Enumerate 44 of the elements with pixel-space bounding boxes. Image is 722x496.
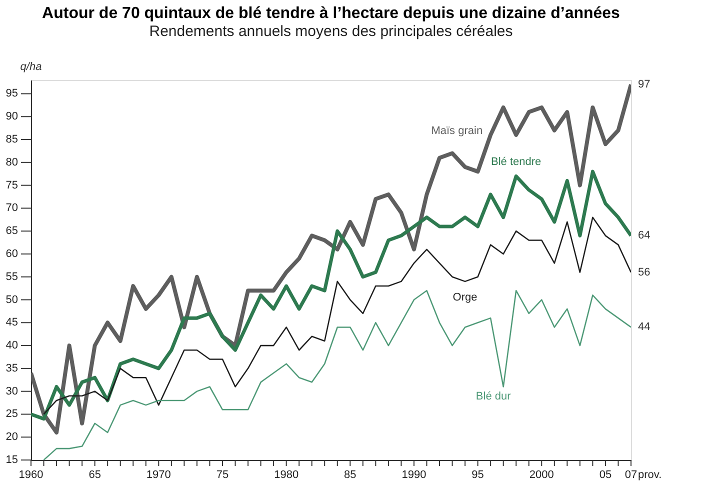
x-tick-label: 95	[472, 469, 484, 481]
x-tick-label: 1980	[274, 469, 299, 481]
chart-title: Autour de 70 quintaux de blé tendre à l’hectare depuis une dizaine d’années	[42, 5, 620, 22]
line-series	[31, 170, 631, 421]
y-tick-label: 95	[6, 88, 18, 100]
data-label: 44	[638, 321, 650, 334]
y-tick-label: 65	[6, 225, 18, 238]
y-tick-label: 25	[6, 408, 18, 420]
line-series	[43, 290, 631, 460]
y-tick-label: 40	[6, 340, 18, 352]
x-tick-label: 1960	[18, 469, 44, 481]
x-tick-label: 1970	[146, 469, 171, 481]
y-tick-label: 50	[6, 294, 18, 306]
series-label: Blé dur	[476, 390, 512, 403]
y-axis-title: q/ha	[20, 61, 42, 73]
y-tick-label: 15	[6, 454, 18, 466]
y-tick-label: 85	[6, 134, 18, 146]
x-tick-label: 05	[599, 469, 612, 481]
line-series	[43, 216, 631, 415]
y-tick-label: 20	[6, 431, 18, 444]
data-label: 97	[638, 78, 650, 91]
y-tick-label: 80	[6, 156, 18, 168]
x-tick-label: 75	[216, 469, 229, 481]
y-tick-label: 70	[6, 202, 18, 214]
series-label: Orge	[452, 291, 478, 304]
data-label: 56	[638, 266, 650, 278]
x-tick-label: 1990	[402, 469, 426, 481]
y-tick-label: 75	[6, 179, 18, 192]
data-label: 64	[638, 230, 650, 242]
x-tick-label: 2000	[529, 469, 554, 481]
y-tick-label: 30	[6, 385, 18, 398]
series-label: Blé tendre	[491, 156, 542, 168]
y-tick-label: 55	[6, 270, 18, 283]
x-tick-label: 07	[624, 469, 638, 481]
y-tick-label: 60	[6, 248, 18, 260]
y-tick-label: 45	[6, 316, 18, 329]
series-label: Maïs grain	[431, 124, 483, 137]
x-tick-label: 85	[344, 469, 356, 481]
line-series	[31, 82, 631, 435]
chart-subtitle: Rendements annuels moyens des principales céréales	[149, 23, 513, 40]
text: prov.	[638, 469, 662, 481]
y-tick-label: 90	[6, 110, 18, 123]
y-tick-label: 35	[6, 362, 18, 374]
x-tick-label: 65	[88, 469, 101, 481]
